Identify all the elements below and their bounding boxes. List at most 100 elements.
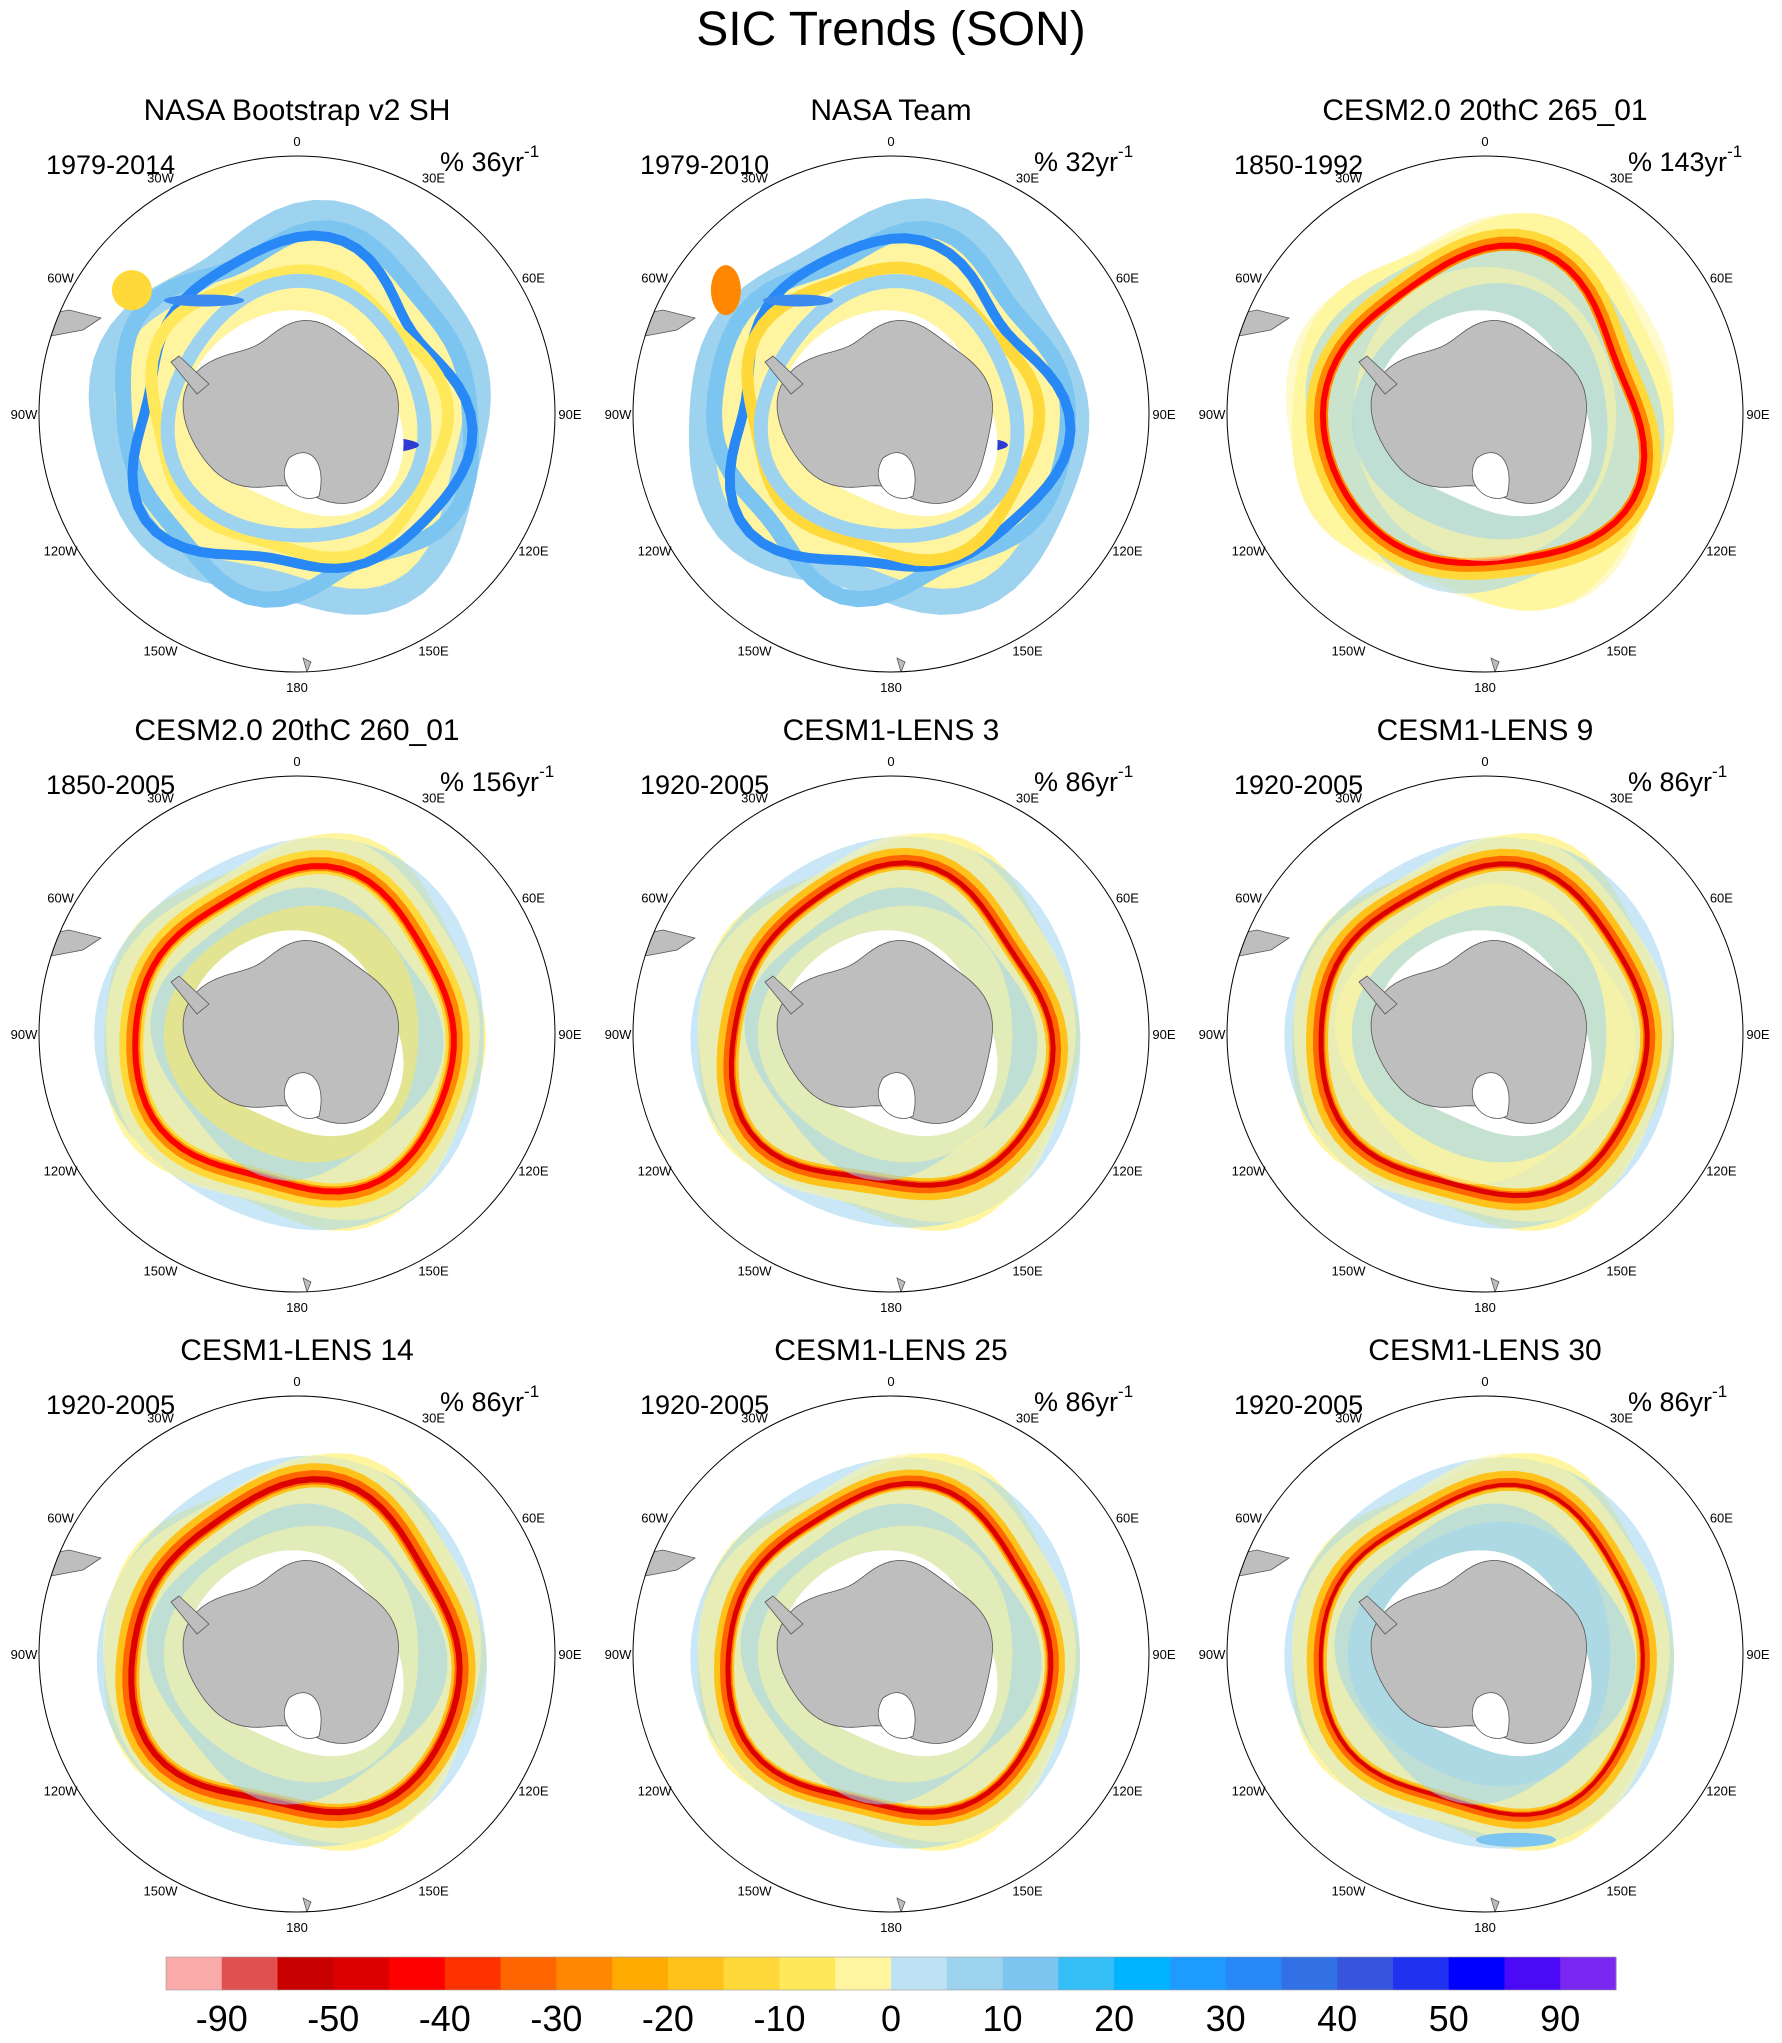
trend-band bbox=[114, 220, 480, 608]
ice-shelf bbox=[1471, 452, 1510, 499]
sic-field bbox=[39, 833, 487, 1292]
sic-field bbox=[633, 1453, 1081, 1912]
trend-feature bbox=[164, 294, 245, 307]
polar-map: 0 30E 60E 90E 120E 150E 180 150W 120W 90W 60W 30W bbox=[605, 1374, 1176, 1935]
south-america-landmass bbox=[633, 309, 696, 345]
longitude-label: 60E bbox=[1710, 1511, 1733, 1526]
panel-units-text: % 143yr bbox=[1628, 147, 1728, 177]
map-boundary bbox=[38, 155, 556, 673]
south-america-landmass bbox=[1227, 309, 1290, 345]
longitude-label: 30E bbox=[1610, 171, 1633, 186]
colorbar-swatch bbox=[779, 1957, 836, 1990]
longitude-label: 180 bbox=[1474, 1300, 1496, 1315]
longitude-label: 150W bbox=[738, 643, 773, 658]
trend-band bbox=[741, 261, 1046, 567]
longitude-label: 60W bbox=[641, 271, 668, 286]
antarctic-peninsula bbox=[1358, 1595, 1398, 1635]
longitude-label: 90E bbox=[1152, 407, 1175, 422]
colorbar-swatch bbox=[1337, 1957, 1394, 1990]
longitude-label: 60E bbox=[1116, 271, 1139, 286]
colorbar-swatch bbox=[277, 1957, 334, 1990]
ice-shelf bbox=[877, 452, 916, 499]
antarctic-peninsula bbox=[764, 975, 804, 1015]
trend-band bbox=[145, 264, 455, 564]
longitude-label: 0 bbox=[293, 754, 300, 769]
longitude-label: 90W bbox=[11, 1027, 38, 1042]
antarctic-peninsula bbox=[170, 1595, 210, 1635]
panel-units: % 86yr-1 bbox=[1628, 1382, 1727, 1418]
new-zealand-landmass bbox=[302, 1277, 312, 1292]
map-panel: CESM1-LENS 9 1920-2005 % 86yr-1 0 30E 60E 90E 1… bbox=[1188, 620, 1782, 1315]
longitude-label: 30W bbox=[147, 1411, 174, 1426]
longitude-label: 120W bbox=[1232, 1164, 1267, 1179]
colorbar-swatch bbox=[946, 1957, 1004, 1990]
panel-period: 1850-2005 bbox=[46, 770, 176, 800]
longitude-label: 120W bbox=[44, 1164, 79, 1179]
longitude-label: 90W bbox=[11, 407, 38, 422]
longitude-label: 30E bbox=[1016, 1411, 1039, 1426]
trend-band bbox=[728, 860, 1056, 1188]
longitude-label: 120W bbox=[44, 1784, 79, 1799]
trend-band bbox=[753, 274, 1025, 543]
colorbar-swatch bbox=[444, 1957, 502, 1990]
polar-map: 0 30E 60E 90E 120E 150E 180 150W 120W 90W 60W 30W bbox=[605, 754, 1176, 1315]
longitude-label: 150W bbox=[738, 1883, 773, 1898]
panel-units-text: % 86yr bbox=[440, 1387, 525, 1417]
colorbar-swatch bbox=[1225, 1957, 1282, 1990]
colorbar-tick-label: 90 bbox=[1540, 1998, 1580, 2039]
map-boundary bbox=[38, 1395, 556, 1913]
colorbar-swatch bbox=[667, 1957, 725, 1990]
longitude-label: 150E bbox=[418, 1883, 449, 1898]
sic-field bbox=[1227, 213, 1675, 672]
colorbar-tick-label: 30 bbox=[1206, 1998, 1246, 2039]
new-zealand-landmass bbox=[896, 657, 906, 672]
longitude-label: 120W bbox=[638, 544, 673, 559]
longitude-label: 0 bbox=[293, 1374, 300, 1389]
new-zealand-landmass bbox=[1490, 1277, 1500, 1292]
trend-feature bbox=[763, 294, 834, 307]
panel-title: NASA Bootstrap v2 SH bbox=[143, 94, 451, 127]
longitude-label: 90W bbox=[605, 1647, 632, 1662]
colorbar-tick-label: 0 bbox=[881, 1998, 901, 2039]
colorbar-tick-label: -50 bbox=[307, 1998, 359, 2039]
longitude-label: 30E bbox=[1610, 1411, 1633, 1426]
longitude-label: 90W bbox=[1199, 1647, 1226, 1662]
map-panel: CESM1-LENS 3 1920-2005 % 86yr-1 0 30E 60E 90E 1… bbox=[594, 620, 1188, 1315]
longitude-label: 0 bbox=[293, 134, 300, 149]
longitude-label: 120E bbox=[1706, 1164, 1737, 1179]
panel-title: CESM2.0 20thC 260_01 bbox=[134, 714, 460, 747]
sic-field bbox=[1227, 833, 1675, 1292]
longitude-label: 60E bbox=[522, 271, 545, 286]
antarctic-peninsula bbox=[1358, 975, 1398, 1015]
longitude-label: 60W bbox=[47, 1511, 74, 1526]
antarctic-peninsula bbox=[764, 355, 804, 395]
panel-units-exponent: -1 bbox=[1712, 762, 1728, 781]
panel-units-text: % 36yr bbox=[440, 147, 525, 177]
longitude-label: 90E bbox=[1746, 1027, 1769, 1042]
longitude-label: 60E bbox=[1116, 1511, 1139, 1526]
longitude-label: 0 bbox=[887, 754, 894, 769]
longitude-label: 30E bbox=[422, 1411, 445, 1426]
longitude-label: 60E bbox=[1116, 891, 1139, 906]
panel-units-exponent: -1 bbox=[1727, 142, 1743, 161]
map-panel: CESM1-LENS 25 1920-2005 % 86yr-1 0 30E 60E 90E… bbox=[594, 1240, 1188, 1935]
antarctic-peninsula bbox=[170, 355, 210, 395]
longitude-label: 30W bbox=[147, 791, 174, 806]
longitude-label: 150E bbox=[1012, 643, 1043, 658]
new-zealand-landmass bbox=[896, 1277, 906, 1292]
panel-units: % 86yr-1 bbox=[1034, 762, 1133, 798]
longitude-label: 60W bbox=[1235, 1511, 1262, 1526]
panel-title: NASA Team bbox=[810, 94, 972, 127]
colorbar-swatch bbox=[1002, 1957, 1059, 1990]
longitude-label: 150E bbox=[1606, 1883, 1637, 1898]
longitude-label: 120W bbox=[638, 1784, 673, 1799]
longitude-label: 180 bbox=[880, 680, 902, 695]
south-america-landmass bbox=[1227, 929, 1290, 965]
panel-title: CESM1-LENS 14 bbox=[180, 1334, 414, 1367]
longitude-label: 60W bbox=[641, 1511, 668, 1526]
colorbar-swatch bbox=[1560, 1957, 1617, 1990]
longitude-label: 120E bbox=[1112, 1784, 1143, 1799]
map-panel: NASA Team 1979-2010 % 32yr-1 0 30E 60E 90E 120E… bbox=[594, 0, 1188, 695]
polar-map: 0 30E 60E 90E 120E 150E 180 150W 120W 90W 60W 30W bbox=[1199, 754, 1770, 1315]
colorbar-swatch bbox=[1281, 1957, 1338, 1990]
